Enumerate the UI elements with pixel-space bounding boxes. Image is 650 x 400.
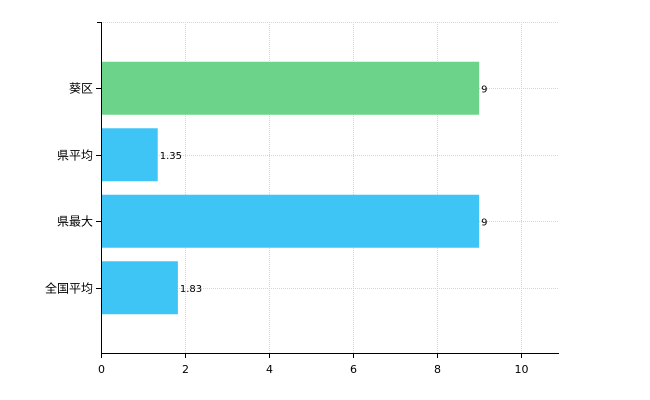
x-tick-label-5: 10	[515, 363, 529, 376]
value-label-3: 1.83	[180, 284, 202, 295]
x-tick-label-4: 8	[434, 363, 441, 376]
category-label-1: 県平均	[57, 149, 93, 163]
value-label-2: 9	[481, 217, 487, 228]
value-label-1: 1.35	[160, 151, 182, 162]
bar-3	[101, 261, 178, 315]
bar-0	[101, 61, 480, 115]
bar-1	[101, 128, 158, 182]
bar-layer	[101, 61, 480, 315]
x-tick-label-3: 6	[350, 363, 357, 376]
category-label-0: 葵区	[69, 82, 93, 96]
x-tick-label-2: 4	[266, 363, 273, 376]
category-label-3: 全国平均	[45, 281, 93, 296]
value-label-0: 9	[481, 84, 487, 95]
x-tick-label-1: 2	[182, 363, 189, 376]
x-tick-label-0: 0	[98, 363, 105, 376]
bar-2	[101, 194, 480, 248]
category-label-2: 県最大	[57, 215, 93, 229]
axis-layer	[96, 22, 559, 358]
